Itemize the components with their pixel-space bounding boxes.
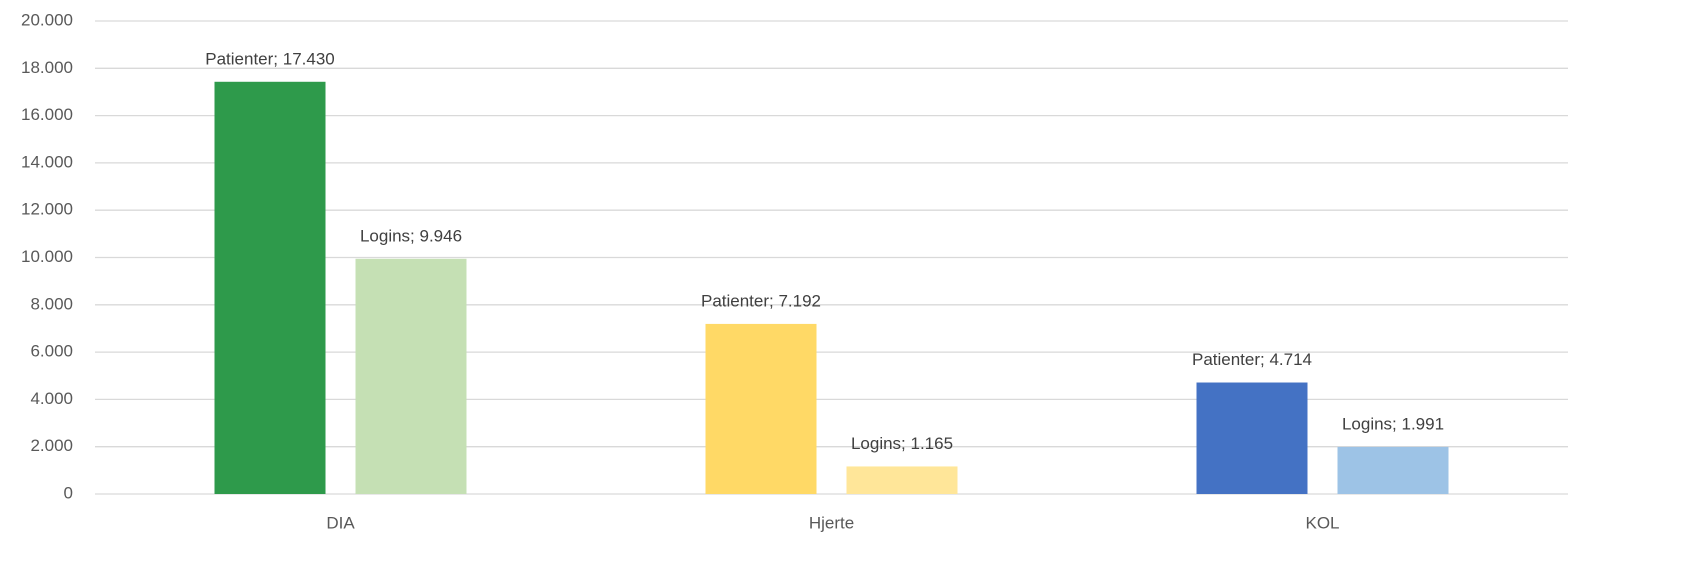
bar — [214, 81, 326, 494]
y-tick-label: 0 — [64, 483, 73, 502]
bar — [1196, 382, 1308, 494]
y-tick-label: 12.000 — [21, 200, 73, 219]
data-label: Logins; 1.165 — [851, 434, 953, 453]
y-tick-label: 16.000 — [21, 105, 73, 124]
data-label: Patienter; 4.714 — [1192, 350, 1312, 369]
y-tick-label: 18.000 — [21, 58, 73, 77]
x-tick-label: DIA — [326, 513, 355, 532]
y-tick-label: 14.000 — [21, 152, 73, 171]
data-label: Patienter; 7.192 — [701, 291, 821, 310]
data-label: Logins; 9.946 — [360, 226, 462, 245]
y-tick-label: 20.000 — [21, 10, 73, 29]
x-tick-label: Hjerte — [809, 513, 854, 532]
data-label: Patienter; 17.430 — [205, 49, 334, 68]
x-tick-label: KOL — [1305, 513, 1339, 532]
y-tick-label: 2.000 — [30, 436, 73, 455]
bar — [355, 258, 467, 494]
y-tick-label: 4.000 — [30, 389, 73, 408]
y-tick-label: 6.000 — [30, 342, 73, 361]
bar — [705, 323, 817, 494]
bar — [1337, 446, 1449, 494]
y-tick-label: 10.000 — [21, 247, 73, 266]
data-label: Logins; 1.991 — [1342, 414, 1444, 433]
y-tick-label: 8.000 — [30, 294, 73, 313]
bar — [846, 466, 958, 494]
